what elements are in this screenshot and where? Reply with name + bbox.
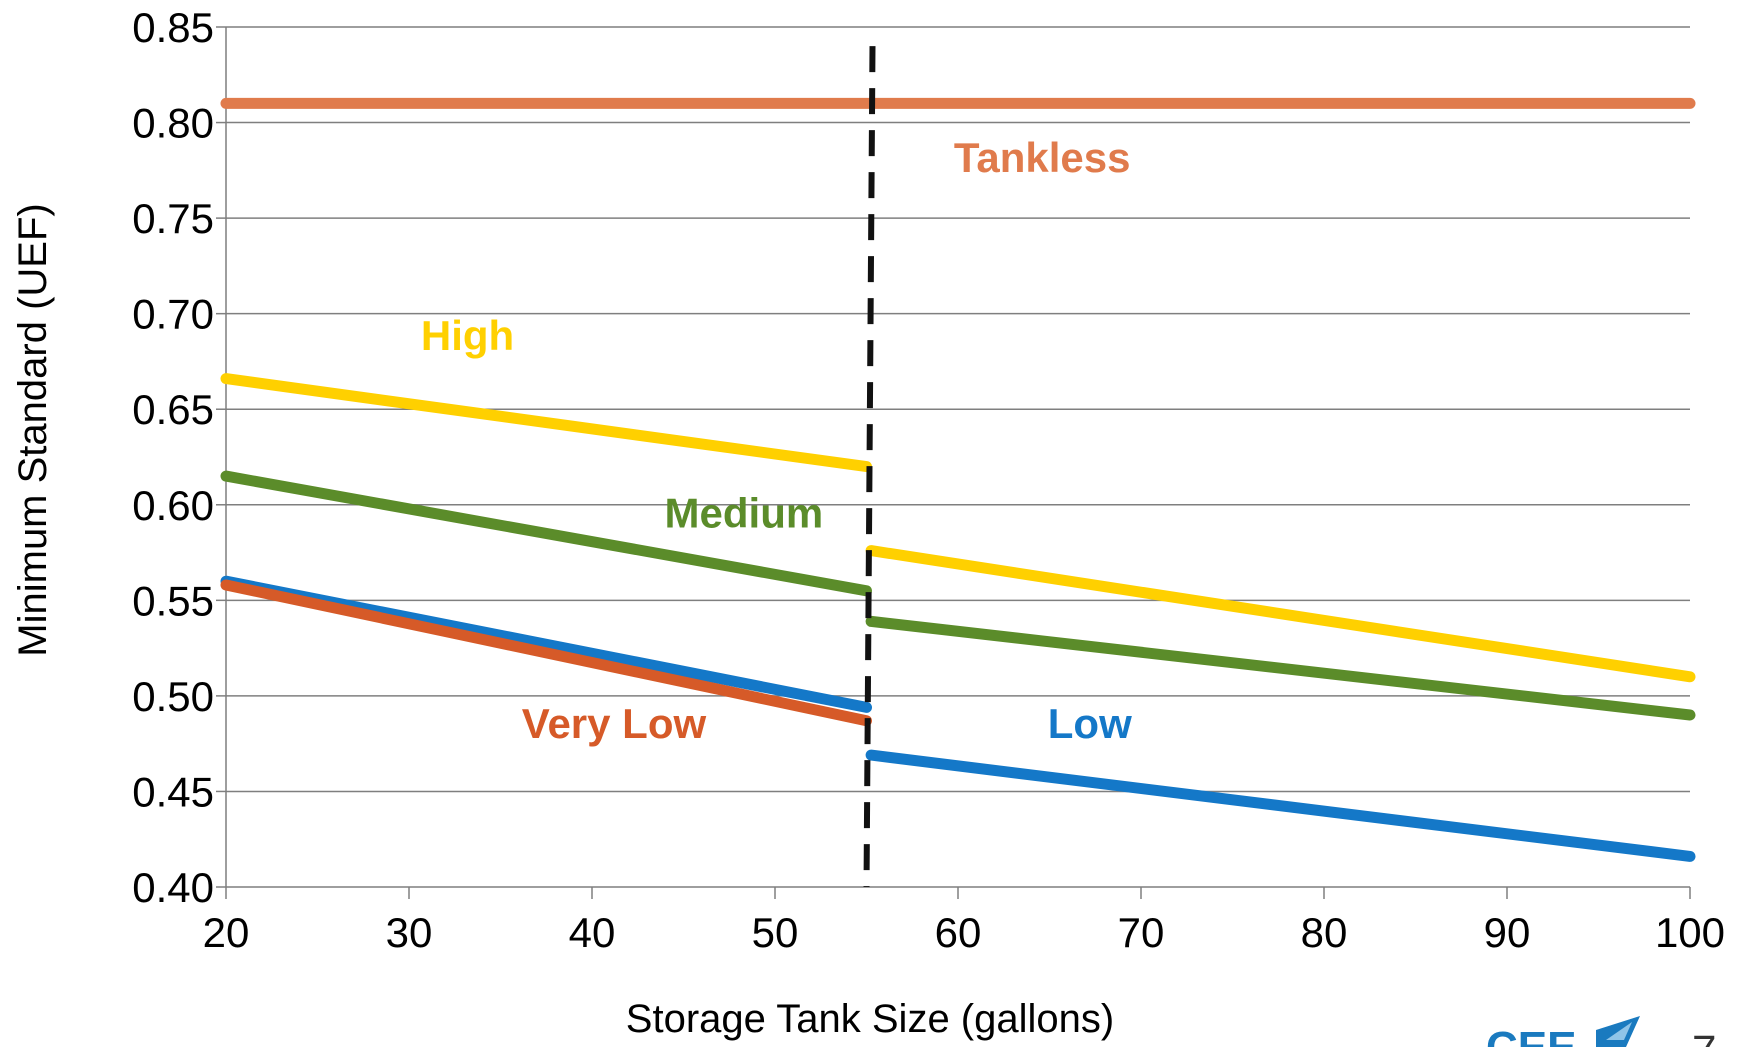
y-tick-label: 0.80 [132, 100, 214, 147]
y-tick-label: 0.75 [132, 195, 214, 242]
y-tick-label: 0.65 [132, 386, 214, 433]
y-tick-label: 0.85 [132, 4, 214, 51]
logo-text: CEE [1486, 1023, 1576, 1047]
x-tick-label: 80 [1301, 909, 1348, 956]
y-tick-label: 0.40 [132, 864, 214, 911]
y-tick-label: 0.55 [132, 577, 214, 624]
x-tick-label: 100 [1655, 909, 1725, 956]
axes [225, 27, 1691, 899]
reference-line-group [863, 46, 876, 888]
x-tick-labels: 20 30 40 50 60 70 80 90 100 [203, 909, 1725, 956]
series-line-very-low-1 [220, 579, 872, 727]
series-line-medium-2 [865, 615, 1696, 721]
series-line-medium-1 [220, 470, 872, 597]
series-annotations: Tankless High Medium Very Low Low [421, 134, 1132, 747]
logo-mark-icon [1596, 1016, 1640, 1047]
series-label-very-low: Very Low [522, 700, 707, 747]
y-tick-label: 0.50 [132, 673, 214, 720]
series-label-low: Low [1048, 700, 1132, 747]
y-axis-title: Minimum Standard (UEF) [11, 203, 55, 656]
y-tick-label: 0.70 [132, 291, 214, 338]
grid-lines [216, 26, 1690, 888]
y-tick-label: 0.60 [132, 482, 214, 529]
x-tick-label: 30 [386, 909, 433, 956]
series-line-low-2 [865, 749, 1696, 862]
series-line-high-2 [865, 545, 1696, 683]
y-tick-labels: 0.40 0.45 0.50 0.55 0.60 0.65 0.70 0.75 0.80 0.85 [132, 4, 214, 911]
y-tick-label: 0.45 [132, 768, 214, 815]
x-tick-label: 90 [1484, 909, 1531, 956]
series-label-high: High [421, 312, 514, 359]
page-number: 7 [1692, 1027, 1716, 1047]
series-label-tankless: Tankless [954, 134, 1131, 181]
reference-line [863, 46, 876, 888]
x-tick-label: 40 [569, 909, 616, 956]
x-tick-label: 20 [203, 909, 250, 956]
series-label-medium: Medium [665, 490, 824, 537]
x-axis-title: Storage Tank Size (gallons) [626, 997, 1114, 1041]
cee-logo: CEE [1486, 1016, 1640, 1047]
x-tick-label: 70 [1118, 909, 1165, 956]
logo-mark-highlight [1606, 1022, 1632, 1040]
x-tick-label: 50 [752, 909, 799, 956]
x-tick-label: 60 [935, 909, 982, 956]
series-lines [220, 97, 1696, 862]
series-line-high-1 [220, 373, 872, 473]
